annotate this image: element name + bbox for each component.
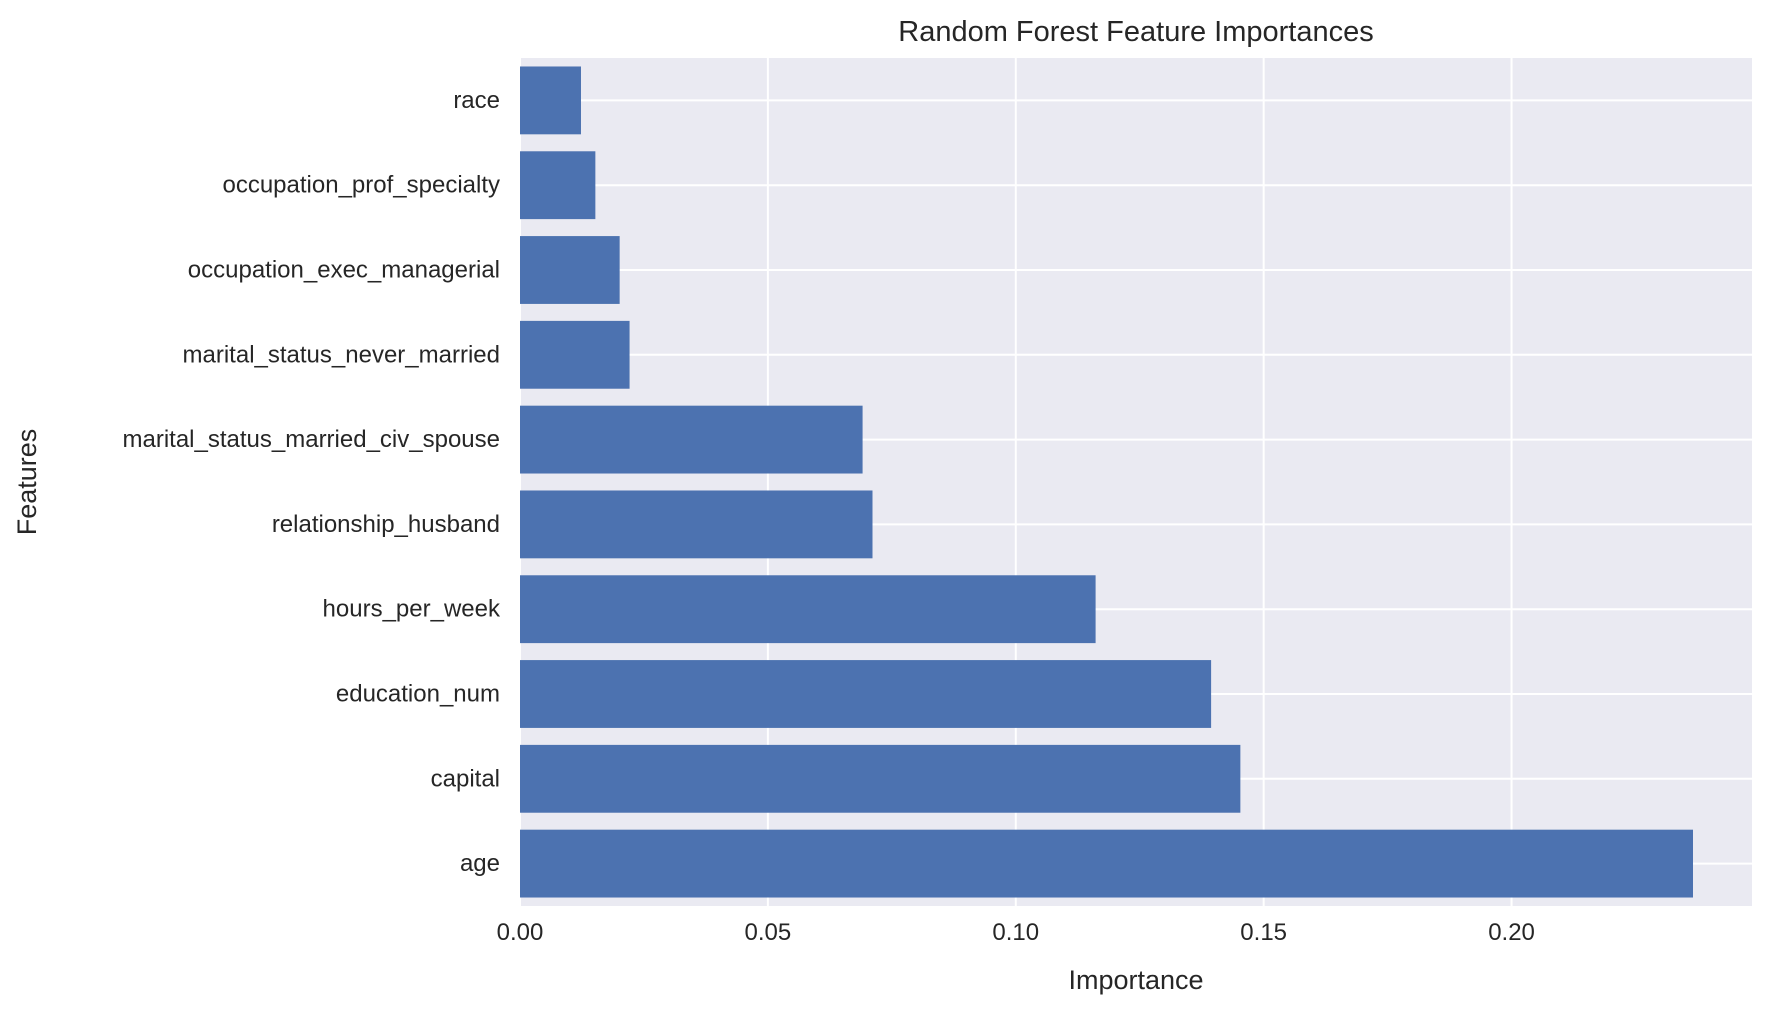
bar-marital-status-never-married: [520, 320, 630, 389]
x-tick-label: 0.20: [1488, 919, 1535, 946]
x-tick-labels: 0.00 0.05 0.10 0.15 0.20: [497, 919, 1535, 946]
bar-capital: [520, 744, 1241, 813]
y-tick-label: relationship_husband: [272, 511, 500, 538]
bar-relationship-husband: [520, 490, 873, 559]
y-tick-label: hours_per_week: [323, 596, 501, 623]
bar-occupation-prof-specialty: [520, 151, 596, 220]
x-tick-label: 0.10: [992, 919, 1039, 946]
x-axis-label: Importance: [1068, 965, 1203, 995]
bar-marital-status-married-civ-spouse: [520, 405, 863, 474]
y-tick-label: marital_status_never_married: [183, 341, 500, 368]
y-tick-label: occupation_prof_specialty: [222, 172, 500, 199]
y-tick-label: race: [453, 87, 500, 114]
y-tick-label: education_num: [336, 681, 500, 708]
bar-age: [520, 829, 1694, 898]
y-tick-labels: age capital education_num hours_per_week rel…: [122, 87, 501, 877]
y-tick-label: marital_status_married_civ_spouse: [122, 426, 500, 453]
x-tick-label: 0.15: [1240, 919, 1287, 946]
bar-education-num: [520, 660, 1212, 728]
bars: [520, 66, 1694, 898]
y-tick-label: capital: [431, 765, 500, 792]
y-tick-label: occupation_exec_managerial: [188, 257, 500, 284]
chart-title: Random Forest Feature Importances: [898, 16, 1373, 48]
bar-race: [520, 66, 581, 135]
bar-occupation-exec-managerial: [520, 236, 620, 304]
y-axis-label: Features: [12, 429, 42, 536]
x-tick-label: 0.05: [745, 919, 792, 946]
x-tick-label: 0.00: [497, 919, 544, 946]
y-tick-label: age: [460, 850, 500, 877]
bar-hours-per-week: [520, 575, 1096, 644]
